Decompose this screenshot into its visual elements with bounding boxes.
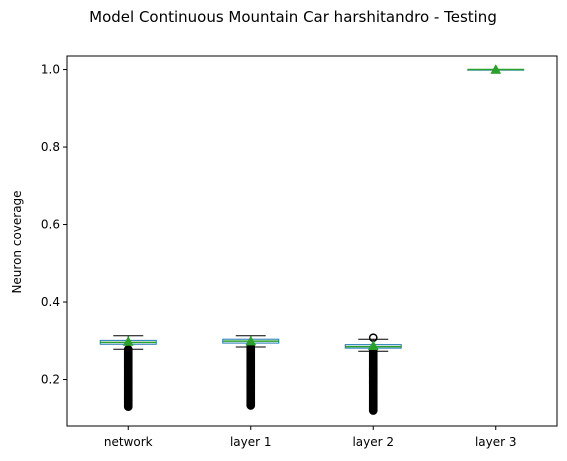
y-tick-label: 0.8: [41, 140, 60, 154]
chart-title: Model Continuous Mountain Car harshitand…: [89, 8, 497, 26]
y-tick-label: 0.2: [41, 373, 60, 387]
mean-marker: [245, 335, 257, 346]
plot-frame: [66, 55, 558, 427]
x-tick-label: layer 2: [352, 435, 394, 449]
x-tick-label: layer 3: [475, 435, 517, 449]
y-axis-label: Neuron coverage: [10, 190, 24, 293]
y-tick-label: 0.4: [41, 295, 60, 309]
plot-area: 0.2 0.4 0.6 0.8 1.0 network layer 1 layer 2 laye…: [41, 63, 525, 449]
mean-marker: [490, 64, 502, 74]
mean-marker: [367, 340, 379, 351]
y-tick-label: 1.0: [41, 63, 60, 77]
y-tick-label: 0.6: [41, 218, 60, 232]
mean-marker: [122, 336, 134, 346]
x-tick-label: network: [104, 435, 153, 449]
x-tick-label: layer 1: [230, 435, 272, 449]
